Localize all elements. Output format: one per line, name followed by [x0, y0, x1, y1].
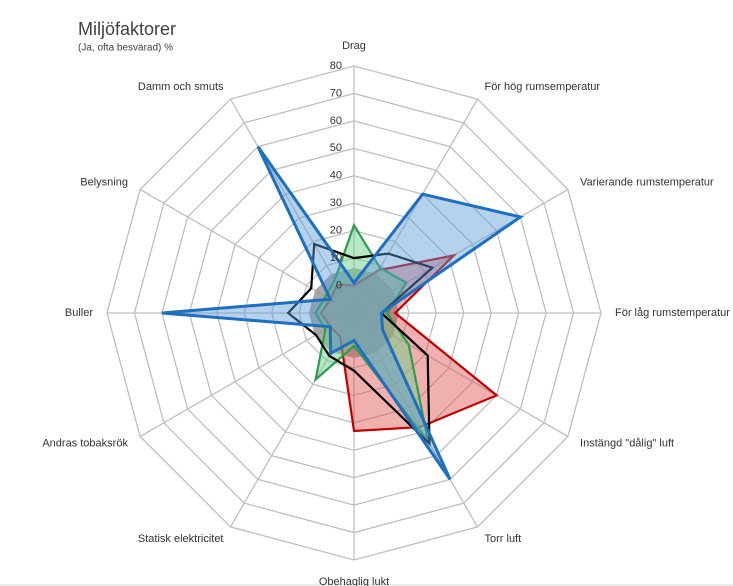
series-area	[161, 145, 525, 481]
category-label: För hög rumsemperatur	[485, 81, 601, 93]
series-area	[313, 222, 430, 443]
r-tick-label: 10	[330, 252, 342, 264]
category-label: Obehaglig lukt	[319, 576, 389, 586]
r-tick-label: 0	[336, 279, 342, 291]
r-tick-label: 80	[330, 60, 342, 72]
category-label: För låg rumstemperatur	[615, 307, 730, 319]
category-label: Drag	[342, 40, 366, 52]
category-label: Damm och smuts	[138, 81, 224, 93]
r-tick-label: 50	[330, 142, 342, 154]
r-tick-label: 60	[330, 115, 342, 127]
category-label: Belysning	[80, 176, 128, 188]
category-label: Instängd "dålig" luft	[580, 437, 674, 449]
r-tick-label: 20	[330, 225, 342, 237]
chart-title: Miljöfaktorer	[78, 19, 176, 39]
category-label: Buller	[65, 307, 93, 319]
chart-subtitle: (Ja, ofta besvärad) %	[78, 43, 173, 54]
r-tick-label: 70	[330, 87, 342, 99]
category-label: Varierande rumstemperatur	[580, 176, 714, 188]
r-tick-label: 40	[330, 170, 342, 182]
category-label: Andras tobaksrök	[42, 437, 128, 449]
series-area	[286, 242, 435, 447]
category-label: Torr luft	[485, 533, 522, 545]
category-label: Statisk elektricitet	[138, 533, 224, 545]
r-tick-label: 30	[330, 197, 342, 209]
